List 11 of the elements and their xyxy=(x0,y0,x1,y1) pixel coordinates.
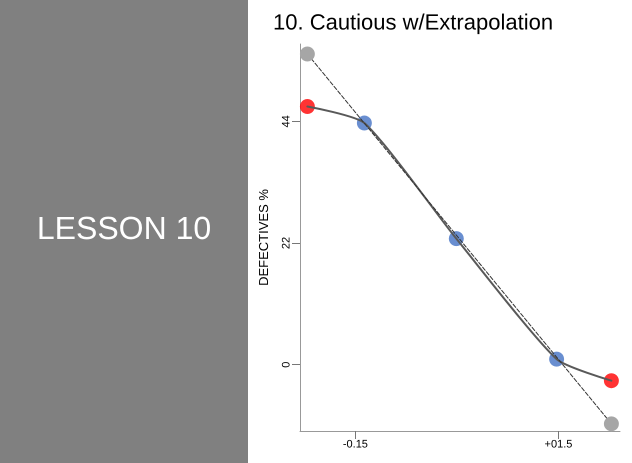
x-tick-label: -0.15 xyxy=(342,438,368,450)
point xyxy=(300,46,315,62)
point xyxy=(300,98,315,114)
x-tick-label: +01.5 xyxy=(544,438,572,450)
text: LESSON 10 xyxy=(36,210,212,247)
y-tick-label: 44 xyxy=(280,115,292,128)
y-tick-label: 22 xyxy=(280,236,292,250)
point xyxy=(604,416,619,432)
chart-title: 10. Cautious w/Extrapolation xyxy=(273,10,554,34)
y-axis-title: DEFECTIVES % xyxy=(256,188,271,286)
y-tick-label: 0 xyxy=(280,362,292,368)
